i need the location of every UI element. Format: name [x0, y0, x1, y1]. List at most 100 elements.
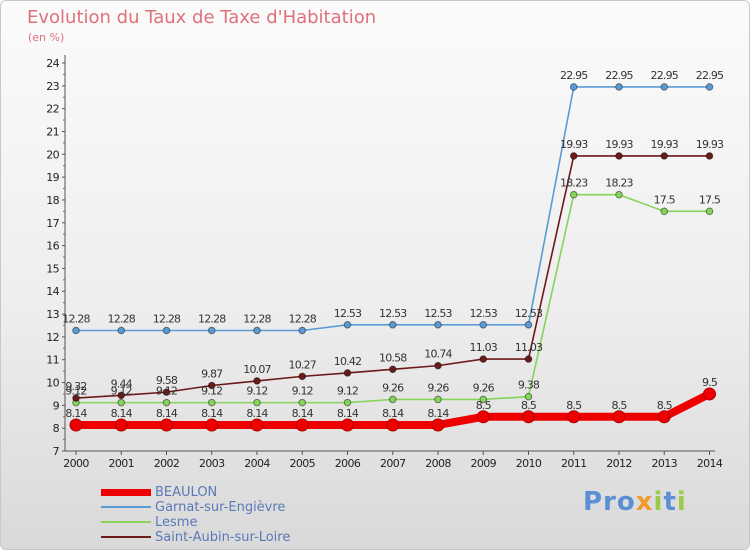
data-label: 9.5	[702, 376, 718, 389]
data-point	[253, 398, 261, 407]
data-point	[431, 418, 445, 432]
data-label: 8.5	[521, 399, 537, 412]
data-point	[524, 392, 533, 401]
data-label: 22.95	[560, 69, 588, 82]
data-point	[476, 410, 490, 424]
data-label: 9.12	[111, 385, 132, 398]
data-point	[703, 387, 716, 401]
data-label: 9.26	[382, 381, 404, 394]
data-point	[298, 326, 307, 335]
data-label: 9.32	[65, 380, 86, 393]
data-point	[522, 410, 535, 424]
data-point	[479, 320, 488, 329]
x-tick-label: 2005	[289, 457, 315, 470]
data-point	[295, 418, 309, 432]
data-point	[388, 320, 397, 329]
y-tick-label: 11	[46, 354, 59, 367]
data-point	[660, 207, 669, 216]
data-label: 8.14	[292, 407, 314, 420]
data-label: 8.14	[382, 407, 404, 420]
data-label: 9.12	[337, 385, 358, 398]
data-label: 12.28	[243, 312, 271, 325]
data-label: 22.95	[696, 69, 724, 82]
data-point	[114, 418, 128, 432]
x-tick-label: 2008	[425, 457, 451, 470]
y-tick-label: 8	[53, 422, 60, 435]
x-tick-label: 2009	[470, 457, 496, 470]
data-point	[72, 326, 80, 335]
data-label: 19.93	[605, 138, 633, 151]
data-label: 19.93	[651, 138, 679, 151]
data-label: 18.23	[605, 177, 633, 190]
data-point	[388, 365, 397, 374]
x-tick-label: 2003	[199, 457, 225, 470]
x-tick-label: 2010	[516, 457, 542, 470]
data-label: 12.53	[334, 307, 362, 320]
data-point	[162, 326, 171, 335]
data-label: 12.28	[108, 312, 136, 325]
data-label: 12.28	[153, 312, 181, 325]
x-tick-label: 2011	[561, 457, 587, 470]
data-label: 10.42	[334, 355, 362, 368]
y-tick-label: 21	[46, 125, 59, 138]
data-point	[660, 83, 669, 91]
data-label: 8.14	[156, 407, 178, 420]
x-tick-label: 2006	[335, 457, 361, 470]
y-tick-label: 23	[46, 80, 59, 93]
legend-swatch	[101, 536, 151, 538]
y-tick-label: 7	[53, 445, 60, 458]
data-point	[612, 410, 626, 424]
data-label: 8.14	[427, 407, 449, 420]
data-point	[117, 326, 126, 335]
y-tick-label: 15	[46, 262, 59, 275]
data-label: 12.28	[289, 312, 317, 325]
y-tick-label: 13	[46, 308, 59, 321]
data-point	[705, 207, 714, 216]
data-label: 9.58	[156, 374, 178, 387]
data-point	[569, 190, 578, 199]
data-label: 9.44	[111, 377, 133, 390]
y-tick-label: 17	[46, 217, 59, 230]
data-point	[343, 369, 352, 377]
data-label: 9.12	[246, 385, 267, 398]
data-label: 18.23	[560, 177, 588, 190]
unit-label: (en %)	[28, 31, 65, 44]
data-point	[615, 83, 623, 91]
data-point	[253, 377, 261, 385]
data-point	[207, 398, 216, 407]
data-label: 8.5	[611, 399, 627, 412]
data-point	[657, 410, 671, 424]
data-point	[253, 326, 261, 335]
data-point	[343, 320, 352, 329]
data-label: 10.74	[424, 348, 452, 361]
series-line-1	[75, 86, 711, 332]
data-point	[615, 152, 623, 160]
data-point	[72, 394, 80, 402]
data-label: 8.5	[476, 399, 492, 412]
data-point	[298, 398, 307, 407]
y-tick-label: 22	[46, 103, 59, 116]
chart-title: Evolution du Taux de Taxe d'Habitation	[27, 7, 377, 28]
x-tick-label: 2013	[651, 457, 677, 470]
legend-swatch	[101, 506, 151, 508]
legend-label: BEAULON	[155, 485, 218, 500]
data-point	[434, 320, 442, 329]
data-point	[386, 418, 400, 432]
data-label: 11.03	[515, 341, 543, 354]
legend-swatch	[101, 488, 151, 496]
legend-label: Lesme	[155, 515, 198, 530]
data-point	[343, 398, 352, 407]
data-label: 22.95	[651, 69, 679, 82]
data-label: 8.14	[246, 407, 268, 420]
y-tick-label: 12	[46, 331, 59, 344]
data-label: 11.03	[470, 341, 498, 354]
data-label: 9.26	[473, 381, 495, 394]
data-label: 9.12	[292, 385, 313, 398]
data-point	[569, 83, 578, 91]
data-point	[660, 152, 669, 160]
data-point	[567, 410, 581, 424]
y-tick-label: 20	[46, 148, 59, 161]
data-label: 12.53	[379, 307, 407, 320]
data-label: 12.53	[515, 307, 543, 320]
